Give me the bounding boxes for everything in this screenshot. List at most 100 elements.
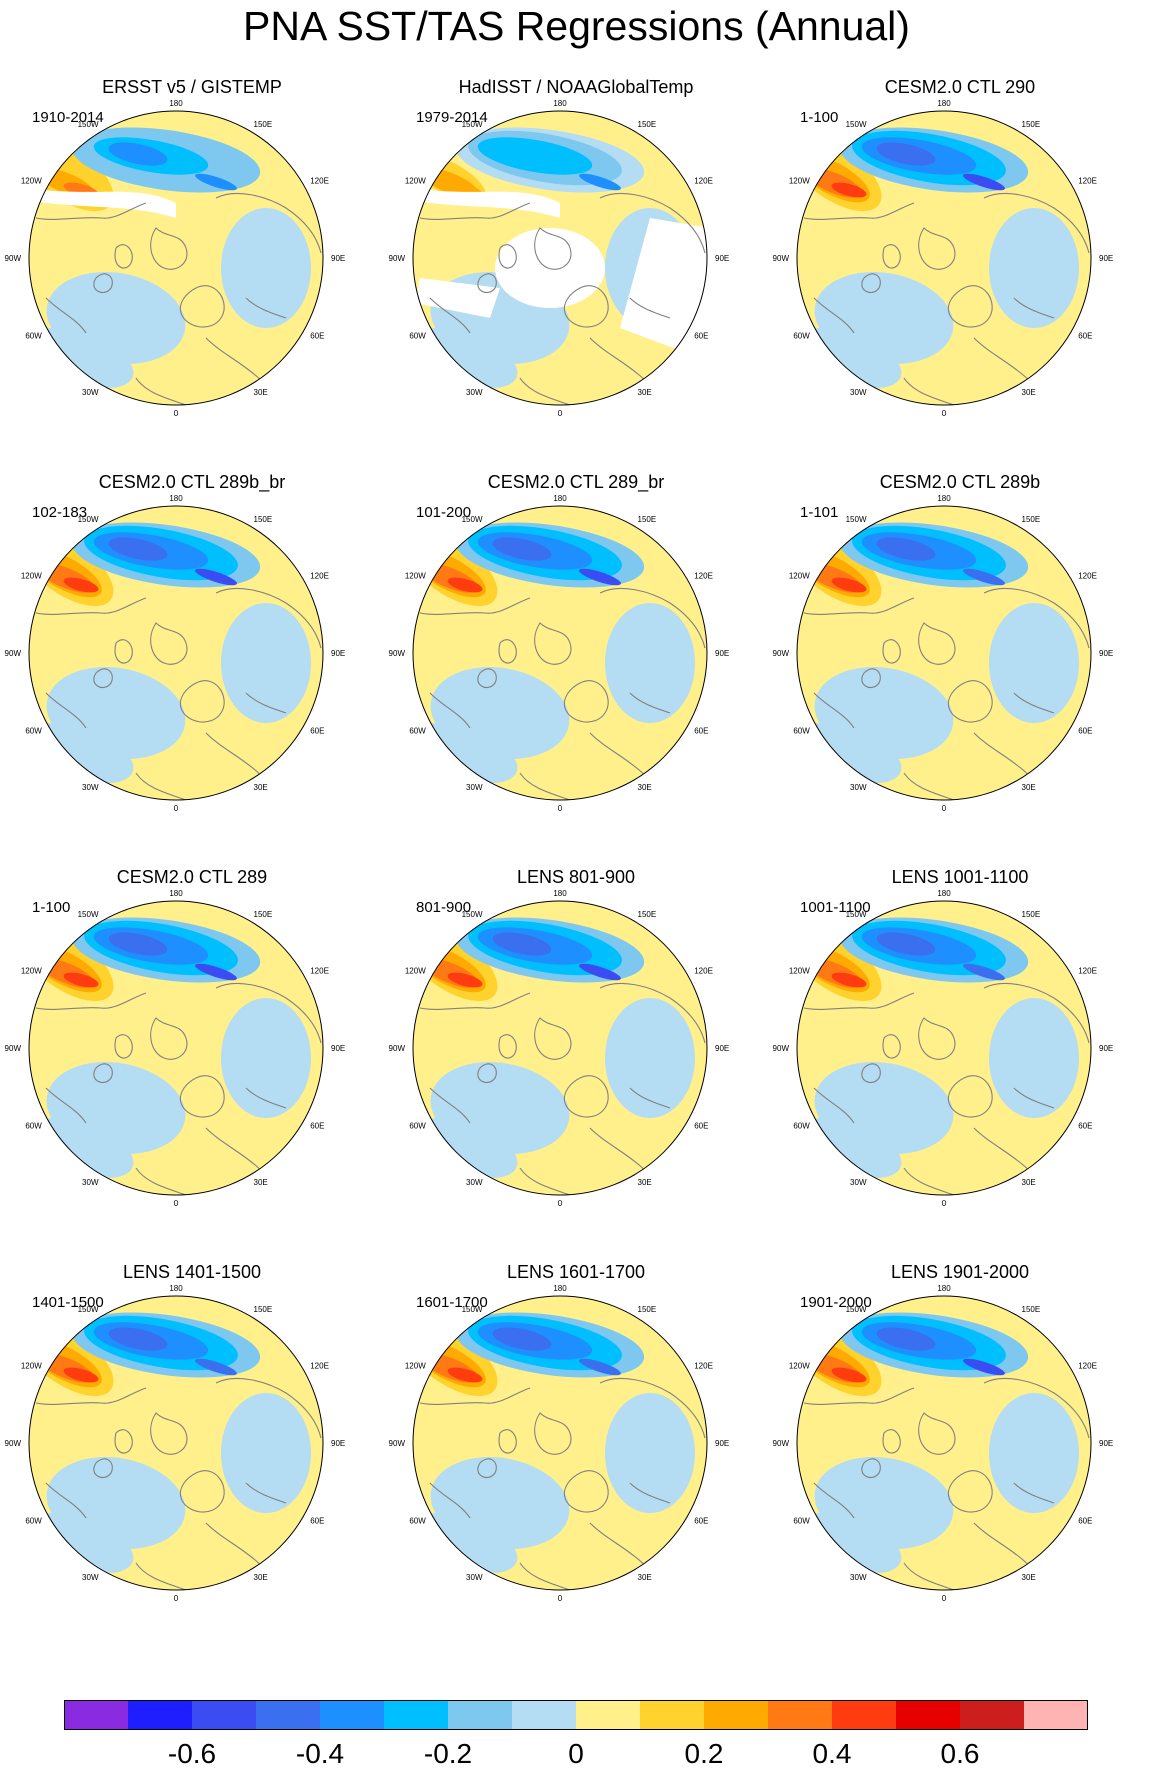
coastline: [861, 1458, 881, 1478]
longitude-label: 30E: [1022, 1178, 1036, 1187]
longitude-label: 60W: [25, 332, 42, 341]
longitude-label: 90E: [1099, 254, 1113, 263]
longitude-label: 60E: [694, 727, 708, 736]
coastline: [882, 639, 901, 664]
cold-anomaly: [195, 568, 237, 586]
anomaly-field: [797, 111, 1091, 405]
cool-region: [221, 603, 311, 723]
longitude-label: 60W: [25, 727, 42, 736]
coastline: [1013, 692, 1055, 714]
longitude-label: 0: [942, 1199, 947, 1208]
longitude-label: 60E: [310, 1122, 324, 1131]
longitude-label: 60W: [409, 727, 426, 736]
coastline: [534, 1017, 572, 1060]
coastline: [903, 377, 955, 405]
panel-period: 1-101: [800, 504, 839, 521]
longitude-label: 150W: [846, 1305, 867, 1314]
coastline: [813, 1482, 855, 1519]
cold-anomaly: [876, 1327, 936, 1351]
longitude-label: 90W: [389, 649, 406, 658]
longitude-label: 90E: [331, 1439, 345, 1448]
longitude-label: 60E: [1078, 727, 1092, 736]
coastline: [947, 680, 993, 723]
polar-map: 180 150E 120E 90E 60E 30E 0 30W 60W 90W 120W 150W: [389, 1284, 730, 1603]
coastline: [903, 1562, 955, 1590]
coastline: [629, 297, 671, 319]
longitude-label: 30W: [850, 1178, 867, 1187]
coastline: [45, 297, 87, 334]
coastline: [519, 1562, 571, 1590]
cold-anomaly: [963, 963, 1005, 981]
map-panel: HadISST / NOAAGlobalTemp 1979-2014 180 15…: [384, 68, 768, 463]
longitude-label: 60W: [25, 1517, 42, 1526]
longitude-label: 180: [553, 889, 567, 898]
coastline: [477, 1458, 497, 1478]
coastline: [498, 1034, 517, 1059]
longitude-label: 0: [942, 1594, 947, 1603]
cool-region: [605, 1393, 695, 1513]
coastline: [135, 1562, 187, 1590]
coastline: [534, 227, 572, 270]
coastline: [35, 992, 147, 1010]
coastline: [419, 202, 531, 220]
coastline: [882, 244, 901, 269]
longitude-label: 120E: [310, 1362, 329, 1371]
coastline: [114, 1034, 133, 1059]
panel-title: CESM2.0 CTL 289_br: [487, 472, 665, 492]
longitude-label: 60E: [310, 727, 324, 736]
longitude-label: 120W: [405, 177, 426, 186]
longitude-label: 90W: [773, 254, 790, 263]
map-border: [28, 1295, 324, 1591]
longitude-label: 150W: [78, 515, 99, 524]
longitude-label: 30W: [82, 388, 99, 397]
colorbar-swatch: [192, 1700, 257, 1730]
longitude-label: 60W: [409, 1517, 426, 1526]
longitude-label: 120W: [789, 967, 810, 976]
map-panel: LENS 801-900 801-900 180 150E 120E 90E 60E 30…: [384, 858, 768, 1253]
coastline: [519, 377, 571, 405]
coastline: [882, 1034, 901, 1059]
panel-title: LENS 801-900: [516, 867, 636, 887]
colorbar-swatch: [896, 1700, 961, 1730]
longitude-label: 120W: [21, 967, 42, 976]
coastline: [599, 192, 706, 254]
cold-anomaly: [108, 1327, 168, 1351]
coastlines: [803, 982, 1090, 1195]
polar-map: 180 150E 120E 90E 60E 30E 0 30W 60W 90W 120W 150W: [5, 889, 346, 1208]
longitude-label: 90E: [1099, 649, 1113, 658]
longitude-label: 30E: [254, 388, 268, 397]
longitude-label: 120W: [21, 1362, 42, 1371]
cold-anomaly: [108, 932, 168, 956]
map-border: [412, 505, 708, 801]
coastline: [629, 1087, 671, 1109]
panel-period: 1-100: [32, 899, 71, 916]
cool-region: [221, 998, 311, 1118]
longitude-label: 30E: [254, 1573, 268, 1582]
panel-period: 1910-2014: [32, 109, 104, 126]
longitude-label: 60E: [694, 1517, 708, 1526]
panel-title: LENS 1601-1700: [506, 1262, 646, 1282]
longitude-label: 90W: [389, 1439, 406, 1448]
coastlines: [35, 587, 322, 800]
longitude-label: 30W: [850, 388, 867, 397]
anomaly-field: [29, 506, 323, 800]
warm-anomaly: [63, 972, 99, 988]
coastline: [983, 192, 1090, 254]
missing-data: [620, 218, 707, 358]
colorbar-tick-label: -0.6: [167, 1738, 217, 1769]
longitude-label: 30W: [82, 783, 99, 792]
coastline: [519, 1167, 571, 1195]
cold-anomaly: [963, 568, 1005, 586]
colorbar-swatch: [768, 1700, 833, 1730]
longitude-label: 60W: [793, 727, 810, 736]
coastline: [563, 1075, 609, 1118]
longitude-label: 30W: [82, 1573, 99, 1582]
coastline: [599, 1377, 706, 1439]
coastline: [861, 1063, 881, 1083]
longitude-label: 150E: [1022, 1305, 1041, 1314]
coastline: [215, 1377, 322, 1439]
coastline: [947, 1470, 993, 1513]
panel-title: LENS 1001-1100: [891, 867, 1029, 887]
map-panel: CESM2.0 CTL 289b_br 102-183 180 150E 120E 9…: [0, 463, 384, 858]
longitude-label: 60E: [694, 1122, 708, 1131]
